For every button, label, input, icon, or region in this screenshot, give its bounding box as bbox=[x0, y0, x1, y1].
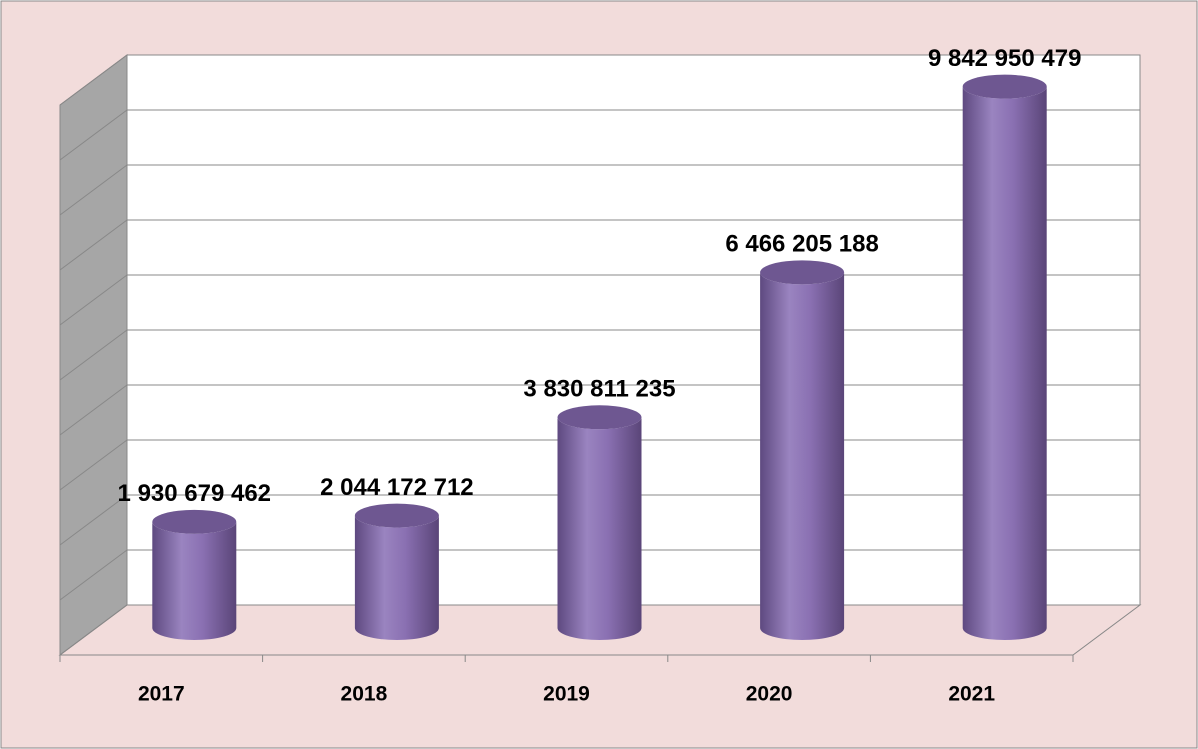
value-label: 2 044 172 712 bbox=[320, 474, 473, 501]
side-grid-line bbox=[59, 274, 128, 326]
bar bbox=[354, 515, 439, 640]
side-grid-line bbox=[59, 329, 128, 381]
side-grid-line bbox=[59, 219, 128, 271]
bar-top bbox=[354, 503, 439, 528]
bar bbox=[152, 521, 237, 640]
value-label: 3 830 811 235 bbox=[523, 376, 675, 403]
side-grid-line bbox=[59, 494, 128, 546]
value-label: 6 466 205 188 bbox=[725, 231, 878, 258]
side-grid-line bbox=[59, 54, 128, 106]
side-grid-line bbox=[59, 604, 128, 656]
side-grid-line bbox=[59, 384, 128, 436]
bar bbox=[962, 86, 1047, 641]
value-label: 1 930 679 462 bbox=[118, 480, 271, 507]
side-grid-line bbox=[59, 109, 128, 161]
x-tick-label: 2019 bbox=[543, 683, 590, 706]
x-tick-label: 2018 bbox=[341, 683, 388, 706]
value-label: 9 842 950 479 bbox=[928, 45, 1081, 72]
bar bbox=[760, 272, 845, 640]
side-grid-line bbox=[59, 549, 128, 601]
x-tick-label: 2021 bbox=[948, 683, 995, 706]
bar-top bbox=[152, 509, 237, 534]
bar-top bbox=[760, 260, 845, 285]
bar-top bbox=[962, 74, 1047, 99]
bar-top bbox=[557, 405, 642, 430]
bar bbox=[557, 417, 642, 640]
side-grid-line bbox=[59, 164, 128, 216]
side-grid-line bbox=[59, 439, 128, 491]
x-tick-label: 2017 bbox=[138, 683, 185, 706]
x-tick-label: 2020 bbox=[746, 683, 793, 706]
